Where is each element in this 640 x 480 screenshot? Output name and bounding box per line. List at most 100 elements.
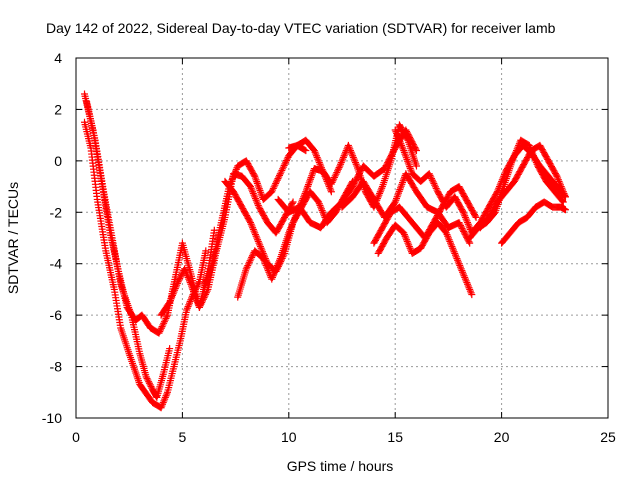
data-point [286,225,294,233]
data-point [181,267,189,275]
data-point [269,186,277,194]
data-point [289,219,297,227]
data-point [463,217,471,225]
x-axis-title: GPS time / hours [287,458,394,474]
data-point [449,244,457,252]
series-sat-i [285,121,420,211]
data-point [455,219,463,227]
data-point [312,150,320,158]
data-point [339,155,347,163]
data-point [298,198,306,206]
data-point [391,126,399,134]
data-point [170,288,178,296]
data-point [272,178,280,186]
data-point [272,180,280,188]
data-point [145,379,153,387]
data-point [285,229,293,237]
data-point [459,270,467,278]
data-point [282,157,290,165]
data-point [279,163,287,171]
data-point [276,256,284,264]
data-point [169,290,177,298]
data-point [347,147,355,155]
data-point [376,189,384,197]
data-point [431,183,439,191]
data-point [228,176,236,184]
data-point [245,258,253,266]
data-point [514,143,522,151]
data-point [561,191,569,199]
data-point [334,167,342,175]
data-point [450,248,458,256]
data-point [311,148,319,156]
data-point [456,220,464,228]
data-point [396,138,404,146]
data-point [344,141,352,149]
data-point [315,159,323,167]
data-point [493,189,501,197]
data-point [252,232,260,240]
data-point [512,148,520,156]
data-point [412,162,420,170]
data-point [403,237,411,245]
x-tick-label: 10 [281,429,297,445]
series-sat-c [83,98,174,401]
data-point [319,208,327,216]
data-point [444,234,452,242]
data-point [259,248,267,256]
data-point [161,393,169,401]
data-point [248,252,256,260]
data-point [274,260,282,268]
data-point [291,213,299,221]
data-point [456,263,464,271]
y-tick-label: 2 [54,101,62,117]
data-point [461,275,469,283]
data-point [467,289,475,297]
data-point [329,177,337,185]
data-point [508,157,516,165]
series-sat-o [476,141,569,232]
series-sat-e [200,141,310,293]
data-point [376,188,384,196]
data-point [282,158,290,166]
data-point [162,314,170,322]
data-point [374,193,382,201]
data-point [173,281,181,289]
data-point [187,296,195,304]
data-point [318,165,326,173]
data-point [346,145,354,153]
data-point [559,188,567,196]
data-point [147,383,155,390]
data-point [184,303,192,311]
data-point [459,207,467,215]
data-point [531,155,539,163]
data-point [466,224,474,232]
data-point [556,181,564,189]
data-point [460,227,468,235]
data-point [328,178,336,186]
data-point [292,212,300,220]
data-point [525,141,533,149]
data-point [301,189,309,197]
data-point [171,285,179,293]
data-point [300,191,308,199]
data-point [449,246,457,254]
data-point [465,222,473,230]
data-point [271,267,279,275]
data-point [183,272,191,280]
data-point [400,229,408,237]
data-point [340,152,348,160]
data-point [277,168,285,176]
data-point [465,284,473,292]
data-point [274,175,282,183]
data-point [288,199,296,207]
data-point [341,150,349,158]
data-point [554,174,562,182]
y-tick-label: -8 [50,359,63,375]
data-point [312,152,320,160]
data-point [403,135,411,143]
data-point [186,279,194,287]
data-point [448,243,456,251]
data-point [177,271,185,279]
data-point [249,225,257,233]
